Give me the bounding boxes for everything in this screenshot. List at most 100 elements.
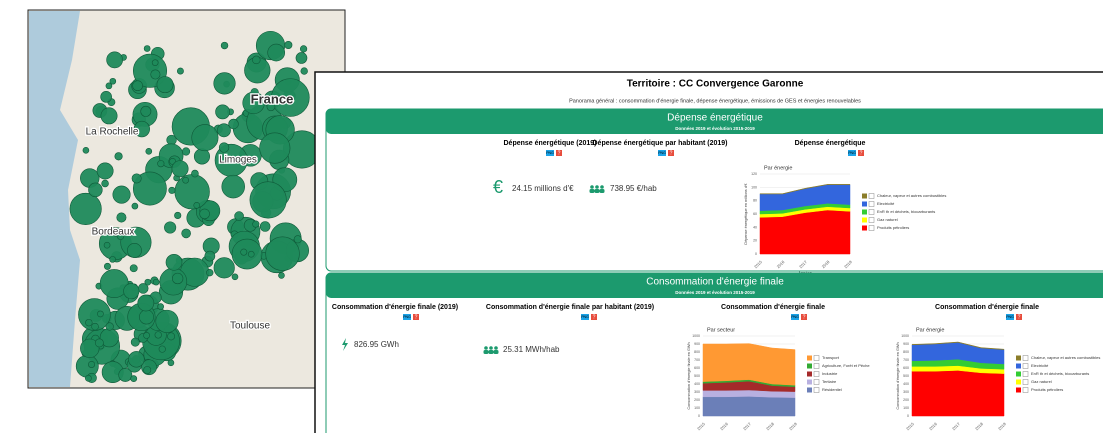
legend-label: Produits pétroliers [877,225,909,230]
export-label: PNG [1006,315,1014,319]
section-subtitle: Données 2019 et évolution 2015-2019 [675,126,755,131]
legend-label: Industrie [822,371,838,376]
bubble [100,91,112,103]
export-button[interactable] [1006,314,1014,320]
bubble [103,241,111,249]
legend-checkbox[interactable] [1022,387,1029,393]
bubble [249,181,287,219]
bubble [130,337,140,347]
export-label: PNG [658,151,666,155]
bubble [174,211,182,220]
x-tick-label: 2019 [843,259,853,269]
legend-checkbox[interactable] [868,225,875,231]
legend-checkbox[interactable] [868,209,875,215]
map-label: Toulouse [230,321,270,332]
legend-checkbox[interactable] [868,217,875,223]
bubble [204,250,216,262]
bubble [139,309,154,325]
y-tick-label: 100 [751,185,757,189]
bubble [171,272,184,285]
card-value: 24.15 millions d'€ [512,184,574,193]
legend-checkbox[interactable] [868,201,875,207]
bubble [105,82,113,90]
bubble [293,235,302,244]
bubble [206,269,214,277]
legend-checkbox[interactable] [1022,355,1029,361]
bubble [96,162,114,180]
people-icon [488,350,494,354]
y-tick-label: 100 [694,406,700,410]
export-button[interactable] [546,150,554,156]
x-tick-label: 2018 [821,259,831,269]
chart-subtitle: Par énergie [764,165,792,171]
y-tick-label: 900 [694,342,700,346]
bubble [165,253,183,271]
help-button[interactable] [413,314,419,320]
bubble [82,147,90,154]
area [911,370,1005,417]
x-tick-label: 2019 [788,421,798,431]
bubble [164,221,177,234]
export-button[interactable] [403,314,411,320]
bubble [137,294,155,312]
legend-checkbox[interactable] [813,355,820,361]
y-tick-label: 300 [694,390,700,394]
bubble [80,338,100,358]
export-button[interactable] [791,314,799,320]
bubble [271,78,310,117]
help-button[interactable] [1016,314,1022,320]
legend-checkbox[interactable] [813,363,820,369]
legend-checkbox[interactable] [813,379,820,385]
y-tick-label: 1000 [692,334,700,338]
x-tick-label: 2016 [776,259,786,269]
bubble [295,52,308,64]
bubble [167,332,176,341]
people-icon [594,189,600,193]
legend-swatch [1016,363,1021,369]
bubble [97,310,104,318]
dashboard-subtitle: Panorama général : consommation d'énergi… [569,98,861,104]
bubble [155,309,179,333]
section-header [326,109,1103,134]
legend-checkbox[interactable] [1022,371,1029,377]
bubble [171,160,189,178]
help-label: ? [803,314,806,320]
bubble [220,41,229,50]
bubble [151,59,159,66]
bubble [259,221,271,232]
export-label: PNG [546,151,554,155]
legend-checkbox[interactable] [868,193,875,199]
people-icon [589,189,595,193]
y-axis-label: Consommation d'énergie finale en GWh [687,342,691,409]
legend-swatch [1016,387,1021,393]
help-button[interactable] [556,150,562,156]
y-tick-label: 500 [903,374,909,378]
people-icon [484,346,488,350]
legend-checkbox[interactable] [1022,363,1029,369]
help-button[interactable] [801,314,807,320]
y-tick-label: 800 [903,350,909,354]
area [702,343,796,386]
bubble [100,107,118,125]
bubble [213,257,235,279]
bubble [182,176,189,184]
help-button[interactable] [591,314,597,320]
export-label: PNG [403,315,411,319]
people-icon [483,350,489,354]
bubble [114,152,123,161]
legend-checkbox[interactable] [1022,379,1029,385]
bubble [176,67,184,75]
legend-checkbox[interactable] [813,387,820,393]
legend-checkbox[interactable] [813,371,820,377]
bubble [240,248,248,256]
help-button[interactable] [858,150,864,156]
export-button[interactable] [581,314,589,320]
export-label: PNG [791,315,799,319]
help-button[interactable] [668,150,674,156]
section-subtitle: Données 2019 et évolution 2015-2019 [675,290,755,295]
map-label: La Rochelle [86,127,139,138]
export-button[interactable] [848,150,856,156]
help-label: ? [1018,314,1021,320]
x-tick-label: 2017 [951,421,961,431]
export-button[interactable] [658,150,666,156]
